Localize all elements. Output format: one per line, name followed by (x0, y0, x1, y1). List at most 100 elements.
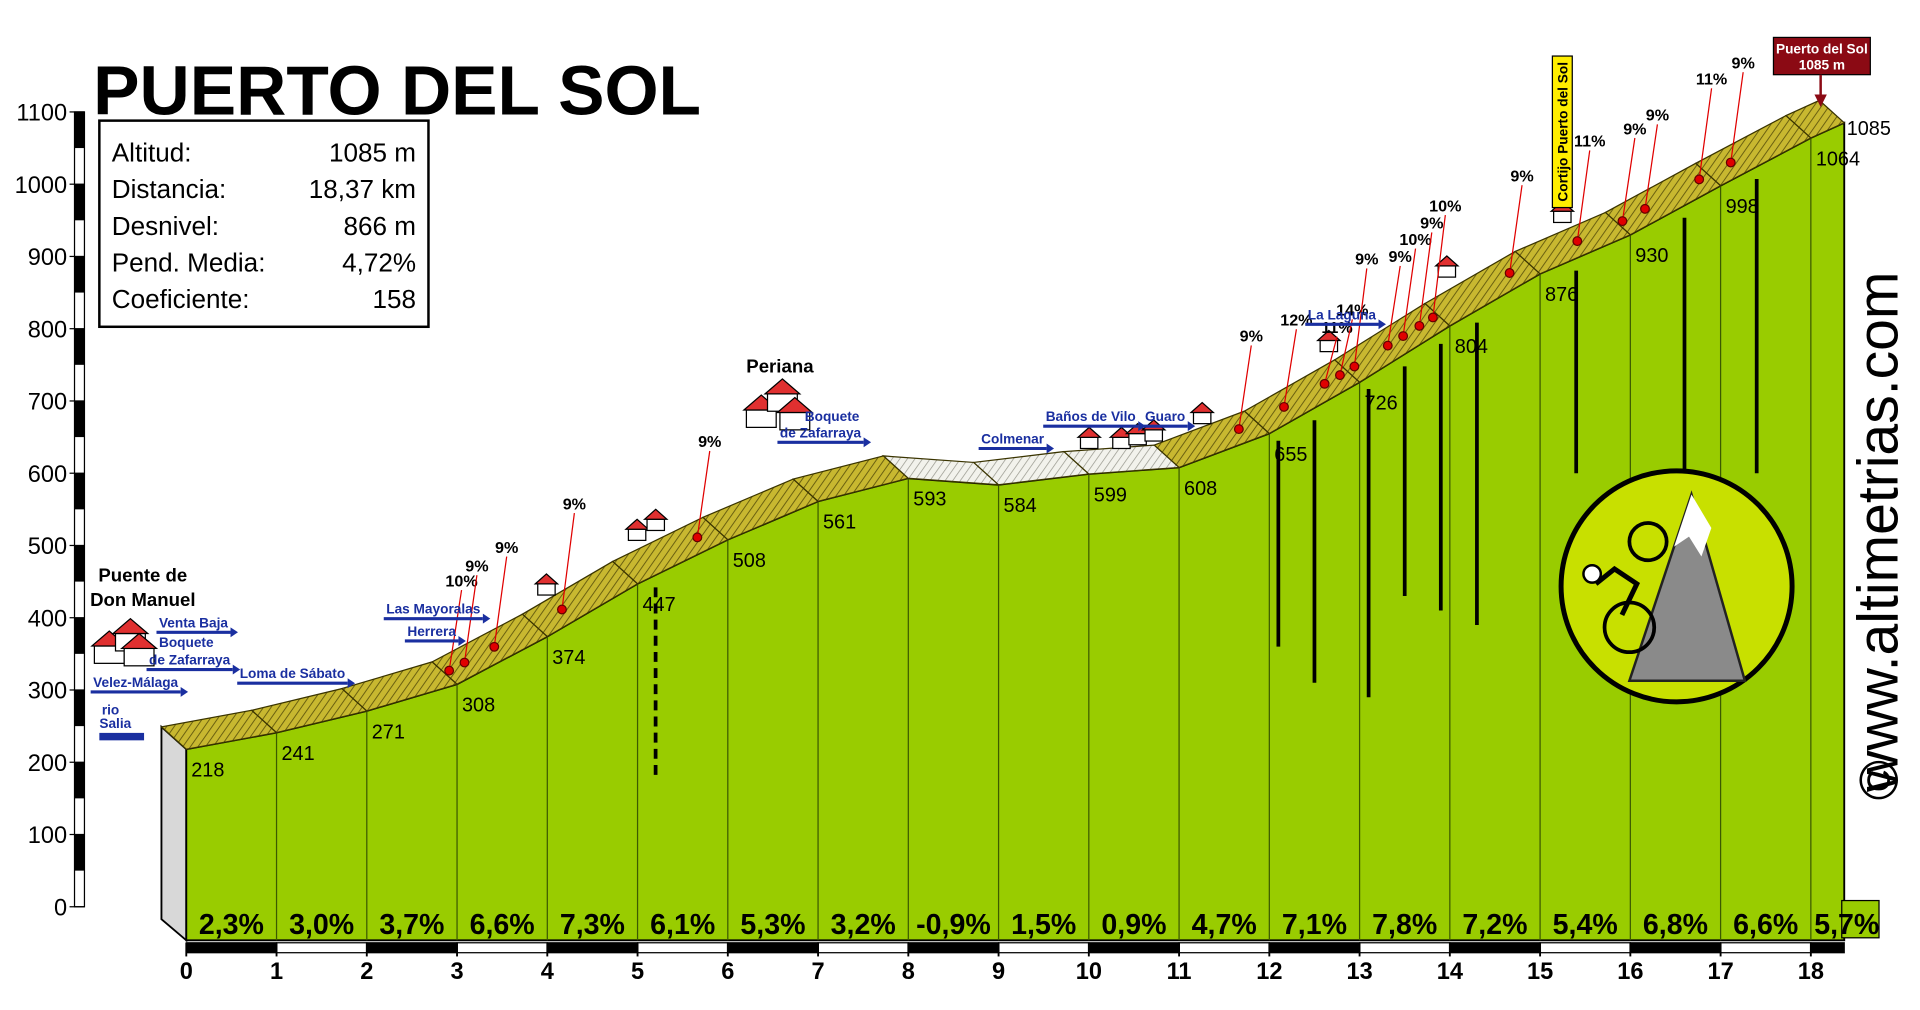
road-arrowhead (482, 613, 491, 624)
altitude-label: 218 (191, 760, 224, 782)
gradient-label: 2,3% (199, 909, 264, 941)
road-label: Guaro (1145, 409, 1185, 424)
gradient-label: 6,8% (1643, 909, 1708, 941)
road-label: de Zafarraya (780, 425, 862, 440)
house-roof (1434, 255, 1460, 267)
house (537, 583, 556, 596)
gradient-label: 7,1% (1282, 909, 1347, 941)
y-tick-label: 100 (28, 822, 67, 848)
road-arrowhead (458, 636, 466, 646)
website: www.altimetrias.com (1847, 271, 1911, 792)
y-axis-segment (74, 689, 85, 727)
altitude-label: 308 (462, 695, 495, 717)
climb-label: 9% (1355, 251, 1378, 269)
road-label: Loma de Sábato (240, 666, 345, 681)
chart-title: PUERTO DEL SOL (93, 51, 701, 129)
y-tick-label: 900 (28, 244, 67, 270)
climb-pin (1644, 124, 1659, 209)
climb-pin (1509, 185, 1523, 274)
x-tick-label: 11 (1167, 958, 1192, 984)
altitude-label: 593 (913, 489, 946, 511)
x-tick-label: 18 (1798, 958, 1824, 984)
x-tick-label: 16 (1617, 958, 1643, 984)
x-axis-segment (636, 942, 729, 954)
climb-dot (1334, 370, 1345, 381)
cortijo-box (1551, 55, 1573, 209)
climb-dot (1617, 216, 1628, 227)
y-tick-label: 600 (28, 461, 67, 487)
altitude-label: 561 (823, 512, 856, 534)
altitude-label: 804 (1455, 336, 1488, 358)
summit-label: 1085 m (1799, 58, 1845, 73)
altitude-label: 655 (1274, 444, 1307, 466)
climb-label: 9% (1646, 107, 1669, 125)
x-axis-segment (1268, 942, 1361, 954)
house-roof (642, 508, 669, 520)
info-label: Pend. Media: (112, 248, 266, 278)
cortijo-label: Cortijo Puerto del Sol (1555, 62, 1570, 202)
profile-side (160, 724, 188, 943)
y-tick-label: 500 (28, 533, 67, 559)
climb-pin (561, 512, 575, 610)
x-axis-segment (1539, 942, 1631, 954)
climb-dot (1427, 312, 1438, 323)
climb-pin (1323, 336, 1338, 384)
x-tick-label: 10 (1076, 958, 1102, 984)
altitude-label: 608 (1184, 478, 1217, 500)
house-roof (624, 518, 650, 530)
y-axis-segment (74, 400, 85, 438)
x-tick-label: 5 (631, 958, 644, 984)
x-axis-segment (1178, 942, 1270, 954)
x-axis-segment (366, 942, 458, 954)
x-axis-segment (1088, 942, 1180, 954)
climb-pin (1283, 329, 1298, 408)
house (1079, 436, 1099, 450)
altitude-label: 998 (1726, 196, 1759, 218)
annotation-layer: Altitud: 1085 m Distancia: 18,37 km Desnivel… (15, 36, 1911, 984)
climb-label: 9% (1732, 54, 1755, 72)
climb-pin (1730, 72, 1744, 163)
x-tick-label: 6 (721, 958, 734, 984)
x-tick-label: 0 (180, 958, 193, 984)
road-label: Herrera (407, 624, 456, 639)
climb-pin (1353, 268, 1368, 367)
gradient-label: 1,5% (1011, 909, 1076, 941)
climb-dot (1504, 268, 1515, 278)
climb-dot (556, 604, 567, 615)
climb-label: 9% (563, 495, 586, 513)
gradient-label: 3,0% (289, 909, 354, 941)
road-label: Las Mayoralas (386, 602, 481, 617)
climb-pin (448, 589, 463, 671)
house (627, 528, 647, 542)
climb-pin (1339, 319, 1353, 376)
summit-pointer-head (1814, 94, 1827, 107)
house-roof (1316, 329, 1342, 342)
climb-dot (1349, 361, 1360, 372)
climb-dot (1279, 401, 1289, 412)
altitude-label: 599 (1094, 484, 1127, 506)
gradient-label: 6,6% (1733, 909, 1798, 941)
climb-pin (1402, 248, 1417, 337)
road-arrowhead (1138, 421, 1146, 432)
gradient-label: 5,3% (740, 909, 805, 941)
y-axis-segment (74, 834, 85, 871)
x-axis-segment (185, 942, 278, 954)
climb-pin (1698, 88, 1713, 180)
y-axis-segment (74, 256, 85, 293)
x-tick-label: 8 (902, 958, 915, 984)
road-label: de Zafarraya (149, 653, 231, 668)
altitude-label: 508 (733, 550, 766, 572)
info-value: 1085 m (329, 138, 416, 168)
info-value: 866 m (344, 211, 416, 241)
y-axis-segment (74, 545, 85, 582)
road-label: Boquete (805, 409, 860, 424)
altitude-label: 726 (1365, 392, 1398, 414)
info-value: 4,72% (342, 248, 416, 278)
altitude-label: 271 (372, 721, 405, 743)
x-tick-label: 4 (541, 958, 554, 984)
house-roof (533, 573, 560, 585)
climb-label: 9% (698, 433, 721, 451)
x-tick-label: 12 (1256, 958, 1282, 984)
climb-dot (1572, 236, 1583, 247)
y-tick-label: 200 (28, 750, 67, 776)
